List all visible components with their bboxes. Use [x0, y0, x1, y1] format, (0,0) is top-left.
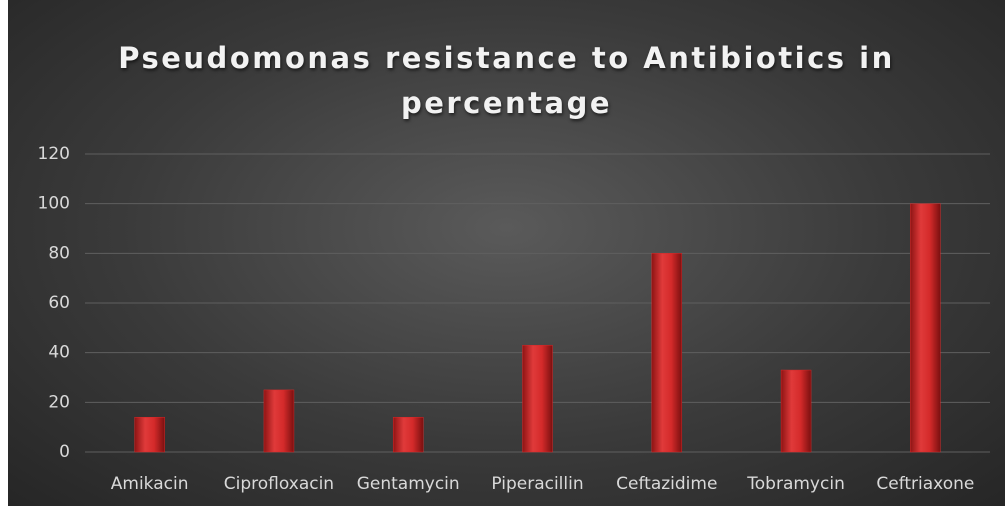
y-tick-label: 60: [48, 293, 70, 313]
plot: 0 20 40 60 80 100 120 Amikacin Ciprofloxacin Gent…: [38, 144, 990, 494]
y-tick-label: 40: [48, 343, 70, 363]
x-tick-label: Gentamycin: [357, 474, 460, 494]
x-tick-label: Tobramycin: [746, 474, 845, 494]
bar: [651, 253, 683, 453]
chart-title: Pseudomonas resistance to Antibiotics in…: [118, 41, 895, 120]
x-tick-label: Ciprofloxacin: [224, 474, 334, 494]
y-tick-label: 0: [59, 442, 70, 462]
bar: [522, 344, 553, 453]
x-tick-label: Ceftazidime: [616, 474, 717, 494]
bar: [392, 416, 424, 453]
x-tick-label: Amikacin: [111, 474, 189, 494]
bar: [780, 369, 812, 453]
bar: [134, 416, 165, 453]
y-tick-label: 100: [38, 194, 70, 214]
x-tick-label: Piperacillin: [491, 474, 583, 494]
bar: [263, 389, 295, 453]
y-tick-label: 20: [48, 392, 70, 412]
bar: [910, 203, 941, 453]
chart: 0 20 40 60 80 100 120 Amikacin Ciprofloxacin Gent…: [8, 0, 1005, 506]
y-tick-label: 80: [48, 243, 70, 263]
y-tick-label: 120: [38, 144, 70, 164]
x-tick-label: Ceftriaxone: [876, 474, 974, 494]
